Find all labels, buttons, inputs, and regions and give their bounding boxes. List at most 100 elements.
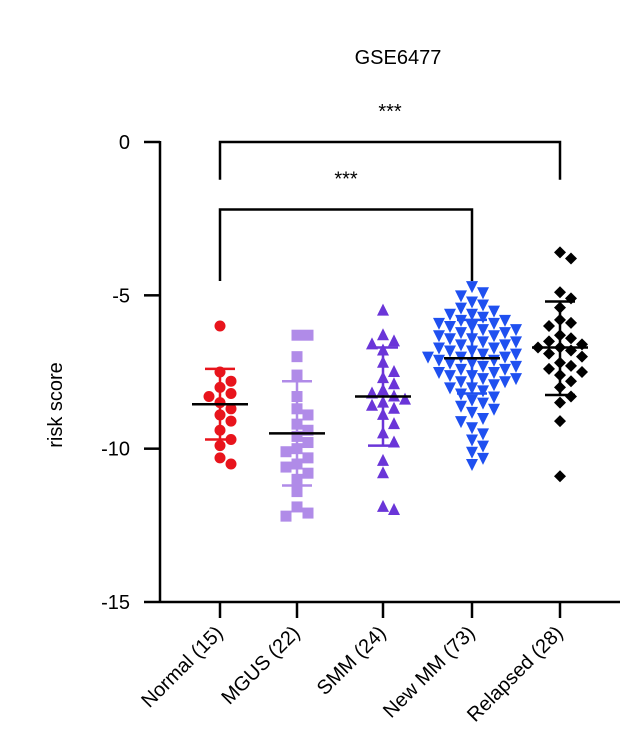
data-point — [477, 440, 489, 453]
data-point — [510, 324, 522, 337]
data-point — [377, 303, 389, 316]
data-point — [499, 339, 511, 352]
data-point — [576, 350, 588, 363]
data-point — [444, 370, 456, 383]
significance-brackets: *** *** — [218, 101, 562, 281]
data-point — [455, 400, 467, 413]
data-point — [477, 360, 489, 373]
data-point — [466, 281, 478, 294]
data-point — [565, 359, 577, 372]
data-point — [499, 363, 511, 376]
data-point — [225, 387, 237, 399]
data-point — [554, 415, 566, 428]
data-points — [203, 246, 588, 522]
data-point — [302, 409, 314, 421]
data-point — [444, 345, 456, 358]
data-point — [477, 452, 489, 465]
data-point — [388, 365, 400, 377]
data-point — [554, 286, 566, 299]
data-point — [455, 302, 467, 315]
data-point — [565, 332, 577, 345]
data-point — [444, 308, 456, 321]
data-point — [543, 362, 555, 375]
data-point — [455, 376, 467, 389]
y-tick-label: -15 — [101, 592, 130, 614]
data-point — [203, 391, 215, 403]
data-point — [488, 367, 500, 379]
data-point — [466, 434, 478, 447]
data-point — [291, 329, 303, 341]
data-point — [499, 314, 511, 327]
data-point — [388, 503, 400, 515]
x-tick-label: New MM (73) — [379, 622, 479, 722]
data-point — [214, 440, 226, 452]
data-point — [388, 417, 400, 430]
data-point — [499, 376, 511, 389]
data-point — [433, 342, 445, 355]
data-point — [214, 452, 226, 464]
axes: 0 -5 -10 -15 — [101, 132, 620, 618]
data-point — [488, 403, 500, 416]
data-point — [510, 360, 522, 373]
data-point — [280, 510, 292, 522]
data-point — [466, 406, 478, 419]
y-tick-label: 0 — [119, 132, 130, 154]
data-point — [477, 373, 489, 386]
data-point — [499, 327, 511, 340]
data-point — [291, 501, 303, 513]
data-point — [488, 354, 500, 367]
data-point — [466, 422, 478, 435]
data-point — [477, 385, 489, 398]
data-point — [433, 317, 445, 330]
data-point — [225, 458, 237, 470]
data-point — [214, 320, 226, 332]
data-point — [302, 437, 314, 449]
data-point — [433, 367, 445, 379]
mean-sd-bars — [192, 300, 588, 487]
data-point — [302, 467, 314, 479]
data-point — [510, 348, 522, 361]
data-point — [488, 317, 500, 330]
data-point — [433, 330, 445, 343]
data-point — [377, 466, 389, 479]
significance-bracket — [218, 208, 474, 281]
data-point — [554, 246, 566, 259]
data-point — [510, 373, 522, 386]
data-point — [488, 305, 500, 318]
data-point — [565, 390, 577, 403]
data-point — [280, 446, 292, 458]
data-point — [225, 375, 237, 387]
data-point — [455, 416, 467, 429]
x-tick-label: Normal (15) — [137, 622, 227, 712]
data-point — [477, 324, 489, 337]
data-point — [543, 320, 555, 332]
data-point — [291, 369, 303, 381]
data-point — [399, 392, 411, 405]
data-point — [554, 470, 566, 483]
data-point — [280, 461, 292, 473]
data-point — [455, 339, 467, 352]
data-point — [565, 375, 577, 388]
data-point — [444, 357, 456, 370]
data-point — [444, 333, 456, 346]
data-point — [477, 413, 489, 425]
data-point — [488, 342, 500, 355]
data-point — [477, 428, 489, 441]
data-point — [377, 499, 389, 512]
data-point — [388, 401, 400, 414]
data-point — [388, 334, 400, 347]
data-point — [377, 453, 389, 466]
y-tick-label: -10 — [101, 439, 130, 461]
x-tick-labels: Normal (15)MGUS (22) SMM (24)New MM (73)R… — [137, 622, 567, 726]
data-point — [488, 391, 500, 404]
x-tick-label: MGUS (22) — [217, 622, 304, 709]
data-point — [576, 366, 588, 378]
data-point — [477, 348, 489, 361]
data-point — [477, 397, 489, 410]
data-point — [225, 415, 237, 427]
data-point — [444, 382, 456, 395]
data-point — [565, 252, 577, 265]
data-point — [510, 336, 522, 349]
y-axis-label: risk score — [45, 362, 67, 448]
